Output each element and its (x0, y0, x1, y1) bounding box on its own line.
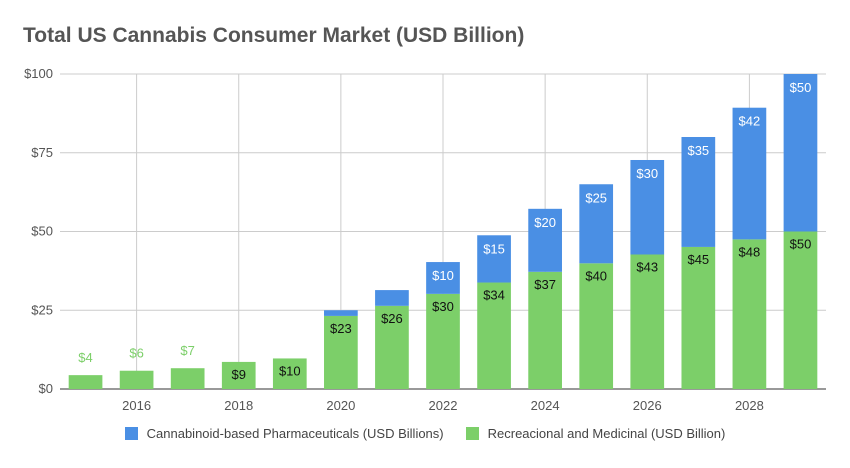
bar-pharmaceuticals (324, 310, 358, 316)
bar-recreational (579, 263, 614, 389)
data-label-recreational: $50 (790, 237, 812, 252)
bar-recreational (732, 239, 767, 389)
legend-item-recreational: Recreacional and Medicinal (USD Billion) (465, 426, 726, 441)
bar-pharmaceuticals (732, 107, 767, 240)
y-tick-label: $100 (24, 66, 53, 81)
bar-pharmaceuticals (783, 74, 818, 232)
data-label-pharmaceuticals: $10 (432, 268, 454, 283)
data-label-pharmaceuticals: $25 (585, 190, 607, 205)
bar-pharmaceuticals (630, 159, 665, 255)
data-label-recreational: $10 (279, 363, 301, 378)
y-tick-label: $0 (39, 381, 53, 396)
y-tick-label: $25 (31, 302, 53, 317)
data-label-pharmaceuticals: $50 (790, 80, 812, 95)
bar-recreational (630, 254, 665, 389)
x-tick-label: 2018 (224, 398, 253, 413)
bar-recreational (528, 271, 562, 389)
bar-pharmaceuticals (681, 137, 716, 247)
bar-recreational (324, 315, 358, 389)
x-tick-label: 2022 (429, 398, 458, 413)
x-tick-label: 2020 (326, 398, 355, 413)
bar-pharmaceuticals (528, 208, 562, 272)
x-tick-label: 2016 (122, 398, 151, 413)
bar-pharmaceuticals (579, 184, 614, 264)
bar-recreational (375, 305, 409, 389)
bar-recreational (681, 246, 716, 389)
legend-label-recreational: Recreacional and Medicinal (USD Billion) (487, 426, 726, 441)
bar-recreational (477, 282, 511, 389)
bar-recreational (68, 375, 103, 389)
bar-recreational (170, 368, 205, 389)
data-label-recreational: $7 (180, 343, 194, 358)
bar-recreational (119, 370, 154, 389)
data-label-pharmaceuticals: $15 (483, 241, 505, 256)
x-tick-label: 2024 (531, 398, 560, 413)
bar-pharmaceuticals (375, 290, 409, 306)
data-label-recreational: $4 (78, 350, 92, 365)
data-label-recreational: $43 (636, 259, 658, 274)
data-label-pharmaceuticals: $42 (739, 114, 761, 129)
data-label-pharmaceuticals: $30 (636, 166, 658, 181)
legend-swatch-pharmaceuticals (124, 427, 138, 440)
chart-legend: Cannabinoid-based Pharmaceuticals (USD B… (0, 426, 850, 441)
data-label-recreational: $48 (739, 244, 761, 259)
data-label-recreational: $40 (585, 268, 607, 283)
y-tick-label: $50 (31, 224, 53, 239)
data-label-recreational: $23 (330, 321, 352, 336)
bar-recreational (783, 231, 818, 389)
legend-label-pharmaceuticals: Cannabinoid-based Pharmaceuticals (USD B… (146, 426, 444, 441)
chart-title: Total US Cannabis Consumer Market (USD B… (23, 24, 525, 47)
data-label-recreational: $9 (231, 367, 245, 382)
bar-pharmaceuticals (426, 262, 460, 294)
data-label-pharmaceuticals: $35 (687, 143, 709, 158)
data-label-recreational: $45 (687, 252, 709, 267)
data-label-pharmaceuticals: $20 (534, 215, 556, 230)
x-tick-label: 2028 (735, 398, 764, 413)
bar-recreational (272, 358, 307, 389)
data-label-recreational: $37 (534, 277, 556, 292)
y-tick-label: $75 (31, 145, 53, 160)
bar-recreational (426, 293, 460, 389)
x-tick-label: 2026 (633, 398, 662, 413)
legend-item-pharmaceuticals: Cannabinoid-based Pharmaceuticals (USD B… (124, 426, 444, 441)
bar-recreational (221, 361, 256, 389)
data-label-recreational: $34 (483, 288, 505, 303)
data-label-recreational: $30 (432, 299, 454, 314)
bar-pharmaceuticals (477, 235, 511, 283)
legend-swatch-recreational (465, 427, 479, 440)
data-label-recreational: $26 (381, 311, 403, 326)
data-label-recreational: $6 (129, 346, 143, 361)
